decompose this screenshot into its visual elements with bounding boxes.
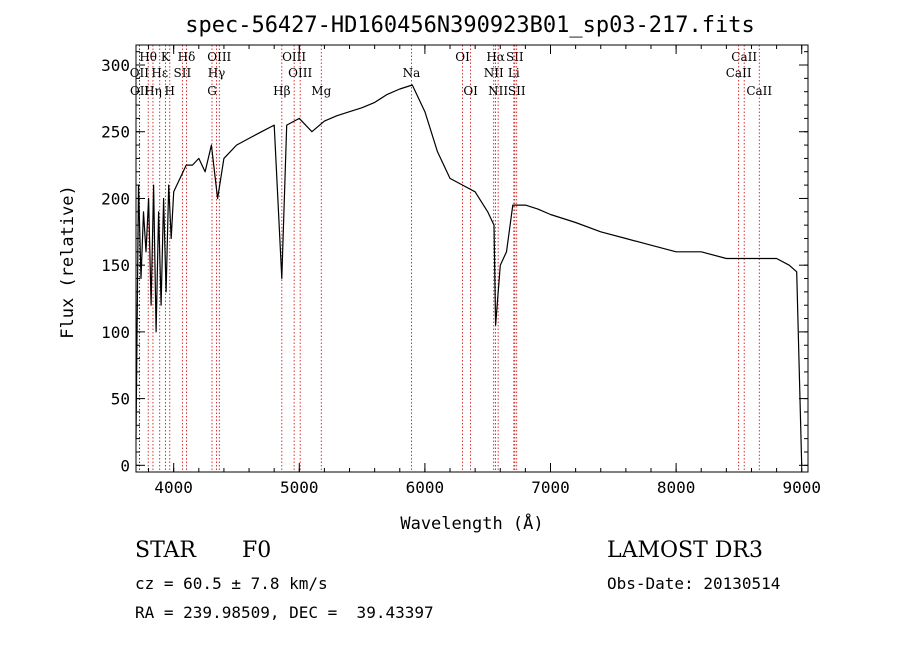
marker-label: Hε — [151, 66, 168, 80]
marker-label: OIII — [282, 50, 306, 64]
x-tick-label: 6000 — [406, 478, 445, 497]
y-tick-label: 300 — [101, 56, 130, 75]
marker-label: SII — [173, 66, 191, 80]
marker-label: Na — [403, 66, 421, 80]
marker-label: CaII — [726, 66, 752, 80]
y-tick-label: 150 — [101, 256, 130, 275]
x-tick-label: 4000 — [154, 478, 193, 497]
marker-label: OIII — [288, 66, 312, 80]
marker-label: OI — [463, 84, 478, 98]
marker-label: OI — [455, 50, 470, 64]
plot-frame — [135, 44, 809, 473]
marker-label: SII — [506, 50, 524, 64]
marker-label: Hη — [144, 84, 162, 98]
axes: 4000 5000 6000 7000 8000 9000 0 50 100 150 200 250 3… — [101, 44, 821, 497]
y-axis-label: Flux (relative) — [58, 185, 78, 339]
marker-label: OII — [130, 84, 150, 98]
obs-date: Obs-Date: 20130514 — [607, 574, 781, 593]
x-tick-label: 9000 — [782, 478, 821, 497]
marker-label: H — [165, 84, 175, 98]
coordinates: RA = 239.98509, DEC = 39.43397 — [135, 603, 434, 622]
marker-label: Hθ — [139, 50, 157, 64]
marker-label: Hδ — [178, 50, 196, 64]
y-tick-label: 200 — [101, 189, 130, 208]
marker-label: CaII — [746, 84, 772, 98]
x-axis-label: Wavelength (Å) — [400, 512, 543, 534]
cz-value: cz = 60.5 ± 7.8 km/s — [135, 574, 328, 593]
marker-label: SII — [508, 84, 526, 98]
marker-label: K — [161, 50, 171, 64]
spectrum-series — [135, 84, 803, 466]
series-line — [135, 84, 803, 466]
x-tick-label: 8000 — [657, 478, 696, 497]
chart-title: spec-56427-HD160456N390923B01_sp03-217.f… — [185, 13, 755, 38]
marker-label: Mg — [311, 84, 331, 98]
x-tick-label: 7000 — [531, 478, 570, 497]
marker-label: NII — [484, 66, 504, 80]
subclass: F0 — [242, 538, 272, 563]
marker-label: Li — [508, 66, 520, 80]
object-class: STAR — [135, 538, 196, 563]
marker-label: Hβ — [273, 84, 290, 98]
y-tick-label: 100 — [101, 323, 130, 342]
marker-label: Hγ — [208, 66, 226, 80]
marker-label: G — [207, 84, 217, 98]
y-tick-label: 250 — [101, 123, 130, 142]
marker-label: Hα — [486, 50, 505, 64]
marker-label: OIII — [207, 50, 231, 64]
y-tick-label: 0 — [120, 456, 130, 475]
marker-label: CaII — [731, 50, 757, 64]
y-tick-label: 50 — [111, 390, 130, 409]
marker-label: NII — [488, 84, 508, 98]
x-tick-label: 5000 — [280, 478, 319, 497]
survey-label: LAMOST DR3 — [607, 538, 763, 563]
